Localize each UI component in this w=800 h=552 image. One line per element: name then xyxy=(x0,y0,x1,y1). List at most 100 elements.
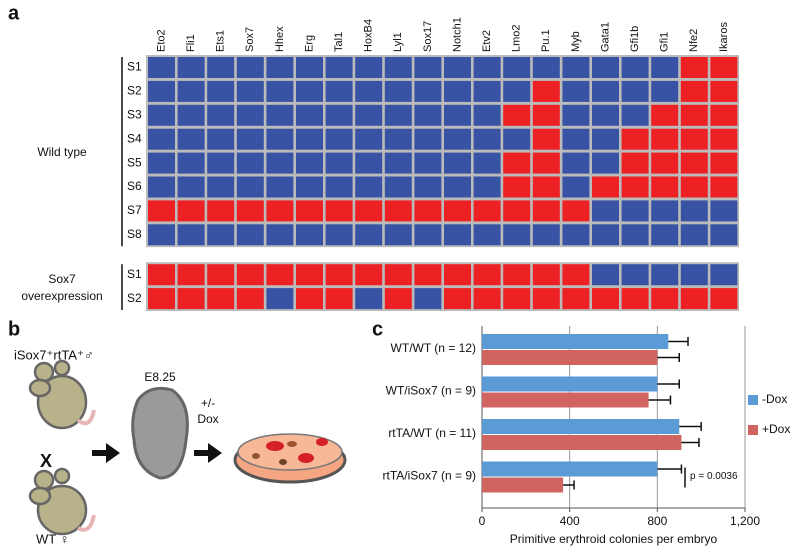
heatmap-cell xyxy=(503,264,531,286)
heatmap-cell xyxy=(266,200,294,222)
panel-label: c xyxy=(372,318,383,340)
heatmap-cell xyxy=(296,128,323,150)
row-label: S1 xyxy=(127,267,142,281)
row-label: S5 xyxy=(127,155,142,169)
legend-swatch xyxy=(748,395,758,405)
heatmap-cell xyxy=(236,288,264,310)
heatmap-cell xyxy=(444,80,471,102)
heatmap-cell xyxy=(384,264,412,286)
gene-label: Tal1 xyxy=(333,32,345,52)
heatmap-cell xyxy=(710,128,738,150)
x-tick-label: 0 xyxy=(479,514,486,528)
heatmap-cell xyxy=(296,200,323,222)
heatmap-cell xyxy=(325,128,353,150)
heatmap-cell xyxy=(414,264,442,286)
gene-label: Gata1 xyxy=(599,22,611,52)
heatmap-cell xyxy=(177,200,205,222)
heatmap-cell xyxy=(473,57,501,78)
heatmap-cell xyxy=(710,288,738,310)
heatmap-cell xyxy=(236,224,264,246)
heatmap-cell xyxy=(621,264,649,286)
heatmap-cell xyxy=(621,200,649,222)
heatmap-cell xyxy=(532,152,560,174)
gene-label: Ets1 xyxy=(215,30,227,52)
heatmap-cell xyxy=(532,80,560,102)
heatmap-cell xyxy=(325,152,353,174)
heatmap-cell xyxy=(680,264,708,286)
heatmap-cell xyxy=(177,224,205,246)
heatmap-cell xyxy=(177,264,205,286)
heatmap-cell xyxy=(355,57,383,78)
heatmap-cell xyxy=(592,264,619,286)
heatmap-cell xyxy=(503,152,531,174)
heatmap-cell xyxy=(651,224,679,246)
mouse-icon xyxy=(28,467,96,536)
heatmap-cell xyxy=(710,224,738,246)
heatmap-cell xyxy=(651,57,679,78)
heatmap-cell xyxy=(562,57,590,78)
gene-label: Notch1 xyxy=(451,17,463,52)
heatmap-cell xyxy=(562,104,590,126)
heatmap-cell xyxy=(414,224,442,246)
heatmap-cell xyxy=(296,104,323,126)
stage-label: E8.25 xyxy=(144,370,176,384)
heatmap-cell xyxy=(355,224,383,246)
heatmap-cell xyxy=(473,288,501,310)
heatmap-cell xyxy=(532,200,560,222)
heatmap-cell xyxy=(207,152,235,174)
heatmap-cell xyxy=(592,57,619,78)
heatmap-cell xyxy=(680,128,708,150)
bar xyxy=(482,477,564,493)
heatmap-cell xyxy=(444,128,471,150)
group-label: Sox7 xyxy=(48,272,76,286)
heatmap-cell xyxy=(266,80,294,102)
heatmap-cell xyxy=(444,57,471,78)
heatmap-cell xyxy=(177,152,205,174)
heatmap-cell xyxy=(680,200,708,222)
gene-label: Pu.1 xyxy=(540,29,552,52)
heatmap-cell xyxy=(177,176,205,198)
heatmap-cell xyxy=(414,104,442,126)
heatmap-cell xyxy=(207,104,235,126)
heatmap-cell xyxy=(562,80,590,102)
gene-label: Gfi1b xyxy=(629,26,641,52)
heatmap-cell xyxy=(325,288,353,310)
heatmap-cell xyxy=(296,288,323,310)
row-label: S3 xyxy=(127,107,142,121)
heatmap-cell xyxy=(680,152,708,174)
heatmap-cell xyxy=(325,80,353,102)
heatmap-cell xyxy=(266,176,294,198)
heatmap-cell xyxy=(592,80,619,102)
heatmap-cell xyxy=(355,176,383,198)
heatmap-cell xyxy=(207,176,235,198)
heatmap-cell xyxy=(207,288,235,310)
heatmap-cell xyxy=(710,176,738,198)
heatmap-cell xyxy=(621,104,649,126)
heatmap-cell xyxy=(503,200,531,222)
heatmap-cell xyxy=(562,264,590,286)
heatmap-cell xyxy=(207,200,235,222)
heatmap-cell xyxy=(621,57,649,78)
heatmap-cell xyxy=(148,288,175,310)
bar xyxy=(482,350,658,365)
heatmap-cell xyxy=(532,264,560,286)
heatmap-cell xyxy=(414,152,442,174)
cross-sign: X xyxy=(40,451,52,471)
bar xyxy=(482,334,669,349)
annotation: p = 0.0036 xyxy=(690,471,738,482)
heatmap-cell xyxy=(177,128,205,150)
treatment-label: +/- xyxy=(201,396,215,410)
heatmap-cell xyxy=(562,152,590,174)
heatmap-cell xyxy=(473,80,501,102)
arrow xyxy=(194,443,222,463)
gene-label: Nfe2 xyxy=(688,29,700,52)
x-tick-label: 1,200 xyxy=(730,514,760,528)
heatmap-cell xyxy=(236,80,264,102)
category-label: WT/WT (n = 12) xyxy=(391,341,476,355)
heatmap-cell xyxy=(325,200,353,222)
heatmap-cell xyxy=(355,128,383,150)
heatmap-cell xyxy=(562,288,590,310)
heatmap-cell xyxy=(266,128,294,150)
panel-label: a xyxy=(8,2,20,24)
